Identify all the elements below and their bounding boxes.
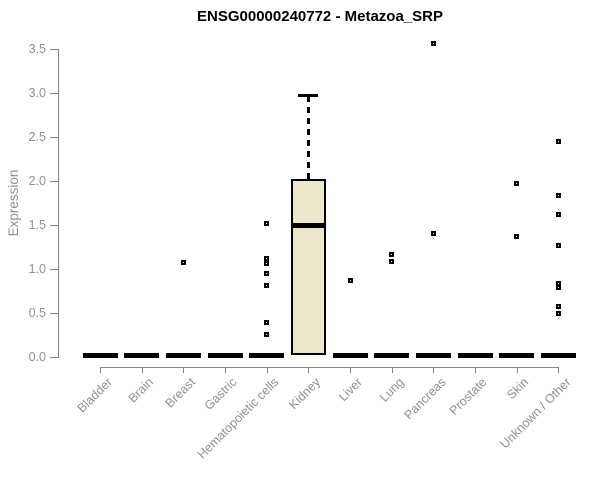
y-axis-tick — [50, 181, 58, 183]
x-axis-tick — [183, 368, 185, 373]
y-axis-tick — [50, 93, 58, 95]
outlier-point — [264, 331, 270, 337]
x-axis-tick — [141, 368, 143, 373]
x-axis-label: Bladder — [74, 375, 115, 416]
y-axis-line — [58, 49, 59, 358]
outlier-point — [264, 256, 270, 262]
outlier-point — [555, 285, 561, 291]
x-axis-tick — [225, 368, 226, 373]
outlier-point — [264, 283, 270, 289]
outlier-point — [264, 270, 270, 276]
x-axis-label: Prostate — [447, 375, 490, 418]
zero-bar — [540, 352, 576, 358]
outlier-point — [555, 280, 561, 286]
x-axis-label: Breast — [162, 375, 199, 411]
y-axis-tick — [50, 137, 58, 139]
outlier-point — [555, 242, 561, 248]
y-axis-tick — [50, 357, 58, 358]
zero-bar — [82, 352, 118, 358]
y-axis-tick — [50, 49, 58, 51]
x-axis-label: Skin — [504, 375, 532, 403]
y-axis-tick-label: 3.5 — [28, 42, 46, 57]
x-axis-tick — [433, 368, 435, 373]
outlier-point — [555, 212, 561, 218]
x-axis-label: Kidney — [286, 375, 324, 412]
outlier-point — [514, 234, 520, 240]
zero-bar — [249, 352, 285, 358]
outlier-point — [347, 278, 353, 284]
x-axis-tick — [516, 368, 518, 373]
x-axis-tick — [475, 368, 477, 373]
outlier-point — [514, 181, 520, 187]
outlier-point — [264, 261, 270, 267]
whisker — [306, 95, 310, 180]
outlier-point — [264, 220, 270, 226]
outlier-point — [389, 251, 395, 257]
outlier-point — [555, 310, 561, 316]
y-axis-tick-label: 1.5 — [28, 218, 46, 233]
zero-bar — [332, 352, 368, 358]
zero-bar — [207, 352, 243, 358]
y-axis-tick-label: 2.5 — [28, 130, 46, 145]
outlier-point — [389, 258, 395, 264]
chart-title: ENSG00000240772 - Metazoa_SRP — [197, 8, 443, 25]
y-axis-tick-label: 3.0 — [28, 86, 46, 101]
outlier-point — [264, 320, 270, 326]
x-axis-tick — [391, 368, 393, 373]
x-axis-line — [100, 367, 560, 368]
zero-bar — [415, 352, 451, 358]
outlier-point — [430, 40, 436, 46]
x-axis-tick — [308, 368, 310, 373]
x-axis-tick — [100, 368, 101, 373]
zero-bar — [457, 352, 493, 358]
zero-bar — [499, 352, 535, 358]
outlier-point — [430, 231, 436, 237]
y-axis-tick-label: 0.5 — [28, 306, 46, 321]
outlier-point — [555, 192, 561, 198]
whisker-cap — [298, 94, 319, 98]
outlier-point — [180, 260, 186, 266]
zero-bar — [374, 352, 410, 358]
x-axis-label: Pancreas — [401, 375, 449, 423]
y-axis-tick-label: 0.0 — [28, 350, 46, 364]
outlier-point — [555, 139, 561, 145]
y-axis-tick — [50, 269, 58, 271]
x-axis-label: Liver — [335, 375, 365, 405]
y-axis-tick-label: 2.0 — [28, 174, 46, 189]
median-line — [290, 222, 326, 228]
x-axis-label: Gastric — [202, 375, 240, 413]
x-axis-label: Hematopoietic cells — [195, 375, 282, 462]
zero-bar — [124, 352, 160, 358]
y-axis-tick — [50, 313, 58, 315]
zero-bar — [165, 352, 201, 358]
box — [290, 179, 326, 356]
y-axis-tick — [50, 225, 58, 227]
outlier-point — [555, 303, 561, 309]
x-axis-tick — [350, 368, 352, 373]
y-axis-tick-label: 1.0 — [28, 262, 46, 277]
x-axis-tick — [558, 368, 560, 373]
x-axis-label: Brain — [126, 375, 157, 406]
x-axis-label: Lung — [377, 375, 407, 405]
x-axis-tick — [266, 368, 268, 373]
